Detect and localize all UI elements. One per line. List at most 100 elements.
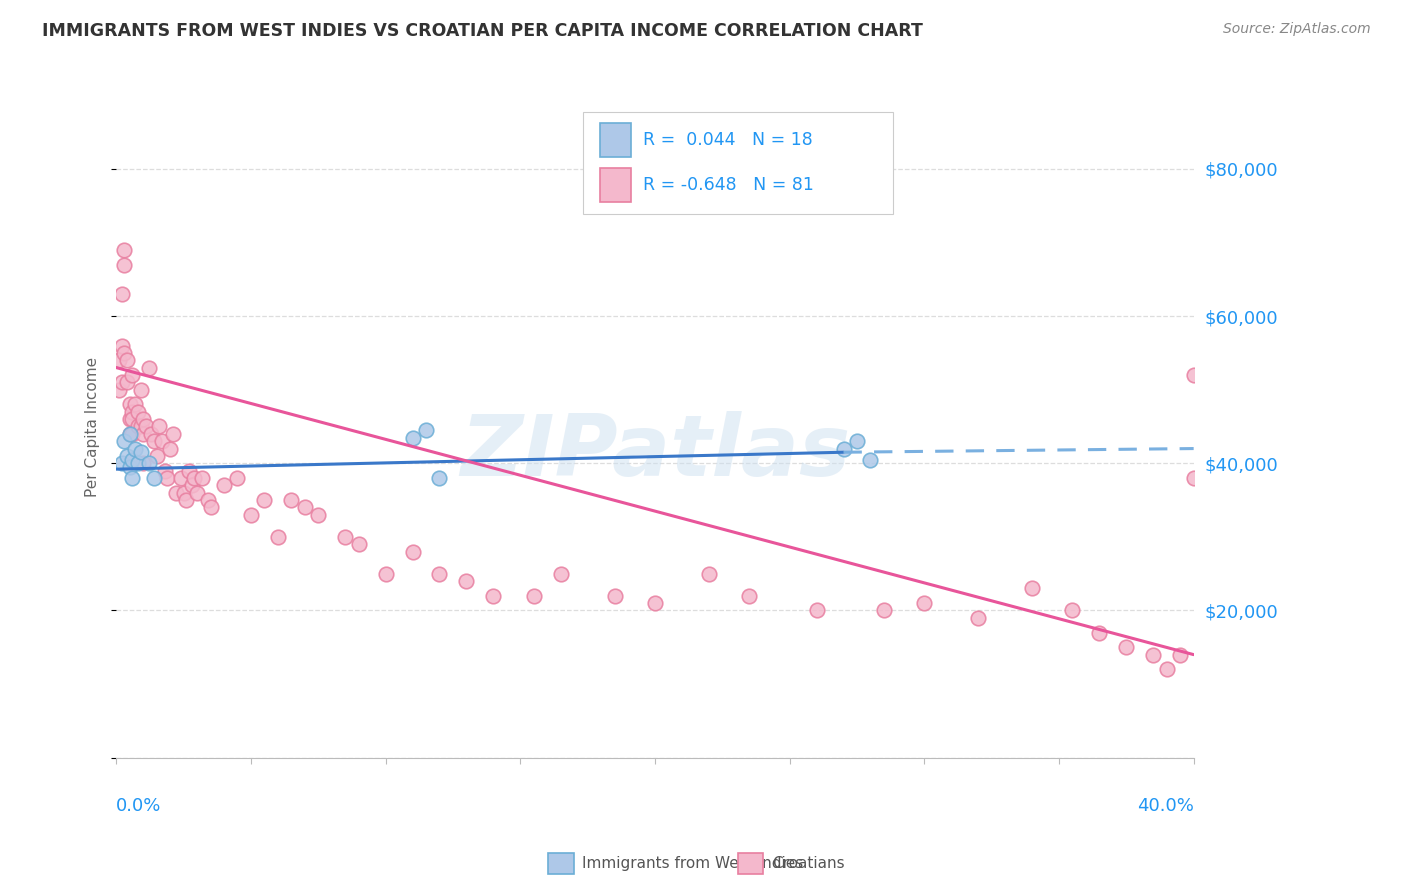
Point: [177, 464, 200, 478]
Point: [429, 566, 451, 581]
Point: [806, 603, 828, 617]
Point: [121, 452, 143, 467]
Point: [347, 537, 370, 551]
Text: ZIPatlas: ZIPatlas: [460, 411, 851, 494]
Point: [200, 500, 222, 515]
Point: [111, 456, 134, 470]
Point: [143, 434, 166, 449]
Point: [832, 442, 855, 456]
Point: [374, 566, 396, 581]
Point: [162, 426, 184, 441]
Point: [118, 412, 141, 426]
Point: [912, 596, 935, 610]
Point: [550, 566, 572, 581]
Point: [127, 419, 149, 434]
Point: [118, 426, 141, 441]
Text: R =  0.044   N = 18: R = 0.044 N = 18: [643, 131, 813, 149]
Point: [121, 426, 143, 441]
Point: [401, 544, 423, 558]
Point: [115, 376, 138, 390]
Text: IMMIGRANTS FROM WEST INDIES VS CROATIAN PER CAPITA INCOME CORRELATION CHART: IMMIGRANTS FROM WEST INDIES VS CROATIAN …: [42, 22, 924, 40]
Point: [253, 493, 276, 508]
Point: [191, 471, 214, 485]
Point: [1021, 582, 1043, 596]
Point: [112, 243, 135, 257]
Point: [307, 508, 329, 522]
Point: [967, 611, 990, 625]
Point: [118, 426, 141, 441]
Point: [118, 459, 141, 474]
Point: [873, 603, 896, 617]
Point: [335, 530, 357, 544]
Point: [186, 485, 208, 500]
Text: 40.0%: 40.0%: [1137, 797, 1194, 814]
Point: [1115, 640, 1137, 655]
Point: [127, 405, 149, 419]
Point: [159, 442, 181, 456]
Point: [118, 397, 141, 411]
Point: [697, 566, 720, 581]
Point: [127, 456, 149, 470]
Point: [121, 405, 143, 419]
Point: [112, 258, 135, 272]
Point: [183, 471, 205, 485]
Point: [132, 412, 155, 426]
Point: [121, 368, 143, 382]
Point: [280, 493, 302, 508]
Point: [1156, 662, 1178, 676]
Point: [111, 376, 134, 390]
Point: [115, 353, 138, 368]
Text: Immigrants from West Indies: Immigrants from West Indies: [582, 856, 803, 871]
Point: [456, 574, 478, 588]
Point: [145, 449, 167, 463]
Point: [132, 456, 155, 470]
Point: [111, 287, 134, 301]
Point: [1182, 368, 1205, 382]
Point: [153, 464, 176, 478]
Point: [111, 338, 134, 352]
Point: [129, 445, 152, 459]
Point: [148, 419, 170, 434]
Point: [415, 423, 437, 437]
Point: [121, 412, 143, 426]
Point: [124, 442, 146, 456]
Text: R = -0.648   N = 81: R = -0.648 N = 81: [643, 176, 814, 194]
Text: Croatians: Croatians: [772, 856, 845, 871]
Point: [859, 452, 882, 467]
Point: [294, 500, 316, 515]
Point: [141, 426, 163, 441]
Point: [176, 493, 198, 508]
Point: [429, 471, 451, 485]
Point: [173, 485, 195, 500]
Point: [150, 434, 173, 449]
Point: [846, 434, 869, 449]
Point: [401, 430, 423, 444]
Point: [165, 485, 187, 500]
Y-axis label: Per Capita Income: Per Capita Income: [86, 357, 100, 497]
Point: [112, 434, 135, 449]
Point: [1142, 648, 1164, 662]
Point: [143, 471, 166, 485]
Point: [129, 383, 152, 397]
Point: [170, 471, 193, 485]
Point: [738, 589, 761, 603]
Point: [108, 383, 131, 397]
Point: [124, 397, 146, 411]
Point: [239, 508, 262, 522]
Point: [138, 360, 160, 375]
Point: [1168, 648, 1191, 662]
Point: [129, 419, 152, 434]
Point: [197, 493, 219, 508]
Point: [226, 471, 249, 485]
Point: [121, 471, 143, 485]
Point: [156, 471, 179, 485]
Point: [523, 589, 546, 603]
Point: [212, 478, 235, 492]
Text: Source: ZipAtlas.com: Source: ZipAtlas.com: [1223, 22, 1371, 37]
Point: [1088, 625, 1111, 640]
Point: [180, 478, 202, 492]
Point: [112, 346, 135, 360]
Point: [1182, 471, 1205, 485]
Point: [482, 589, 505, 603]
Point: [132, 426, 155, 441]
